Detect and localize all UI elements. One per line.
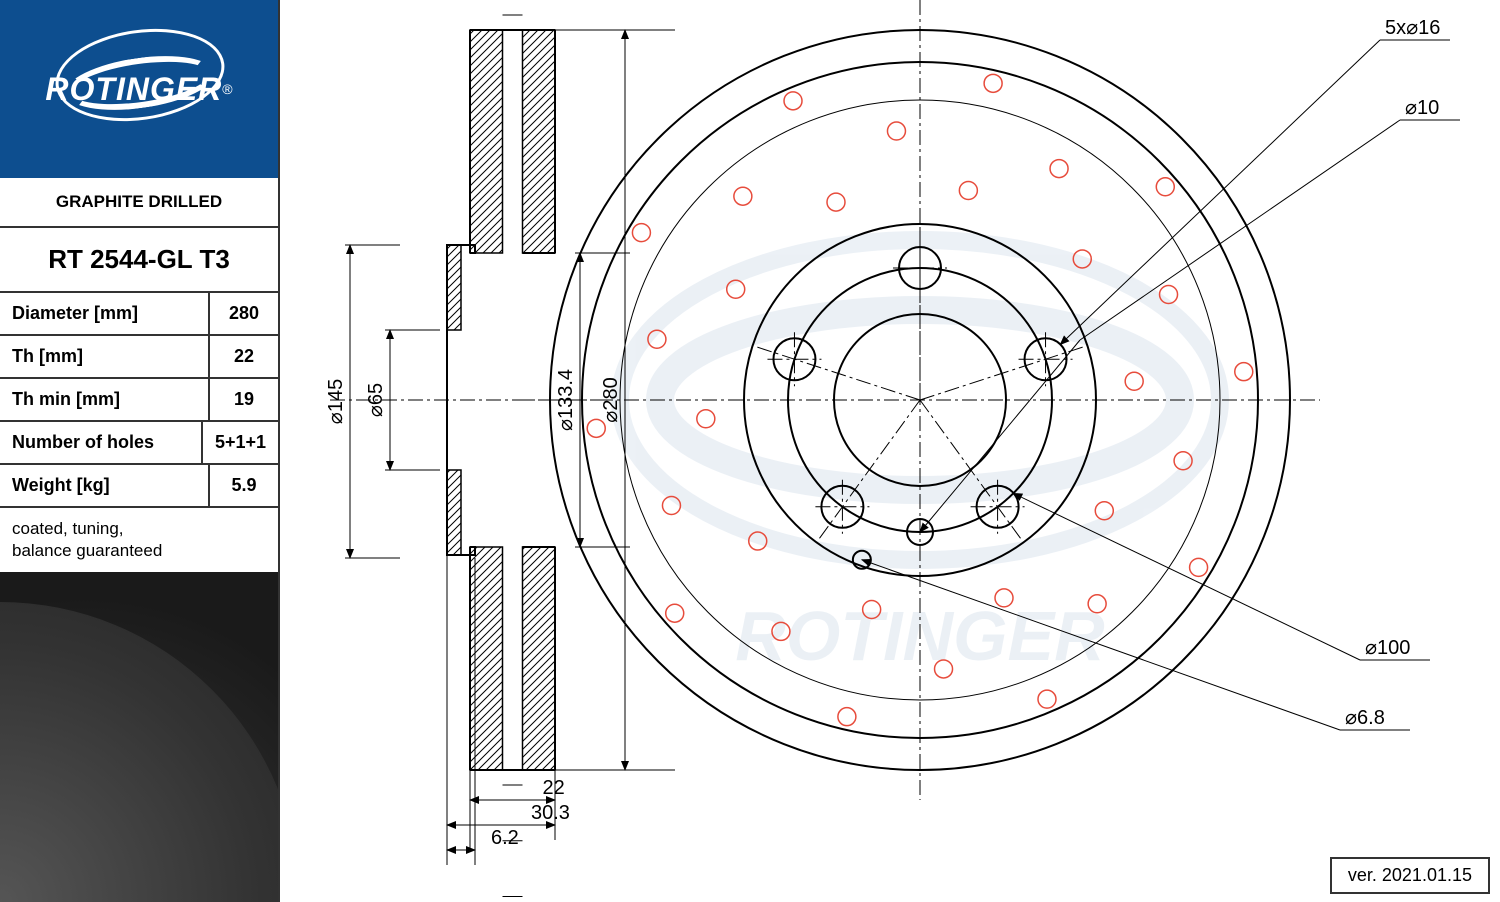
product-notes: coated, tuning, balance guaranteed [0, 508, 278, 572]
svg-text:⌀10: ⌀10 [1405, 97, 1439, 119]
spec-label: Number of holes [0, 422, 203, 463]
spec-value: 5+1+1 [203, 422, 278, 463]
spec-panel: ROTINGER® GRAPHITE DRILLED RT 2544-GL T3… [0, 0, 280, 902]
svg-text:⌀6.8: ⌀6.8 [1345, 707, 1385, 729]
svg-text:5x⌀16: 5x⌀16 [1385, 17, 1440, 39]
brand-logo: ROTINGER® [0, 0, 278, 178]
svg-text:⌀65: ⌀65 [365, 383, 387, 417]
spec-label: Th [mm] [0, 336, 210, 377]
spec-value: 19 [210, 379, 278, 420]
spec-label: Weight [kg] [0, 465, 210, 506]
version-label: ver. 2021.01.15 [1330, 857, 1490, 894]
part-number: RT 2544-GL T3 [0, 228, 278, 293]
spec-label: Th min [mm] [0, 379, 210, 420]
svg-text:22: 22 [543, 777, 565, 799]
spec-value: 22 [210, 336, 278, 377]
spec-value: 280 [210, 293, 278, 334]
spec-value: 5.9 [210, 465, 278, 506]
svg-text:6.2: 6.2 [491, 827, 519, 849]
spec-row: Th min [mm]19 [0, 379, 278, 422]
product-subtitle: GRAPHITE DRILLED [0, 178, 278, 228]
spec-row: Diameter [mm]280 [0, 293, 278, 336]
spec-row: Weight [kg]5.9 [0, 465, 278, 508]
technical-drawing: ROTINGER ⌀145⌀65⌀133.4⌀2802230.36.2 5x⌀1… [280, 0, 1500, 902]
product-photo [0, 572, 278, 902]
svg-text:30.3: 30.3 [531, 802, 570, 824]
svg-text:⌀145: ⌀145 [325, 379, 347, 424]
spec-label: Diameter [mm] [0, 293, 210, 334]
spec-row: Th [mm]22 [0, 336, 278, 379]
svg-text:⌀100: ⌀100 [1365, 637, 1410, 659]
spec-row: Number of holes5+1+1 [0, 422, 278, 465]
